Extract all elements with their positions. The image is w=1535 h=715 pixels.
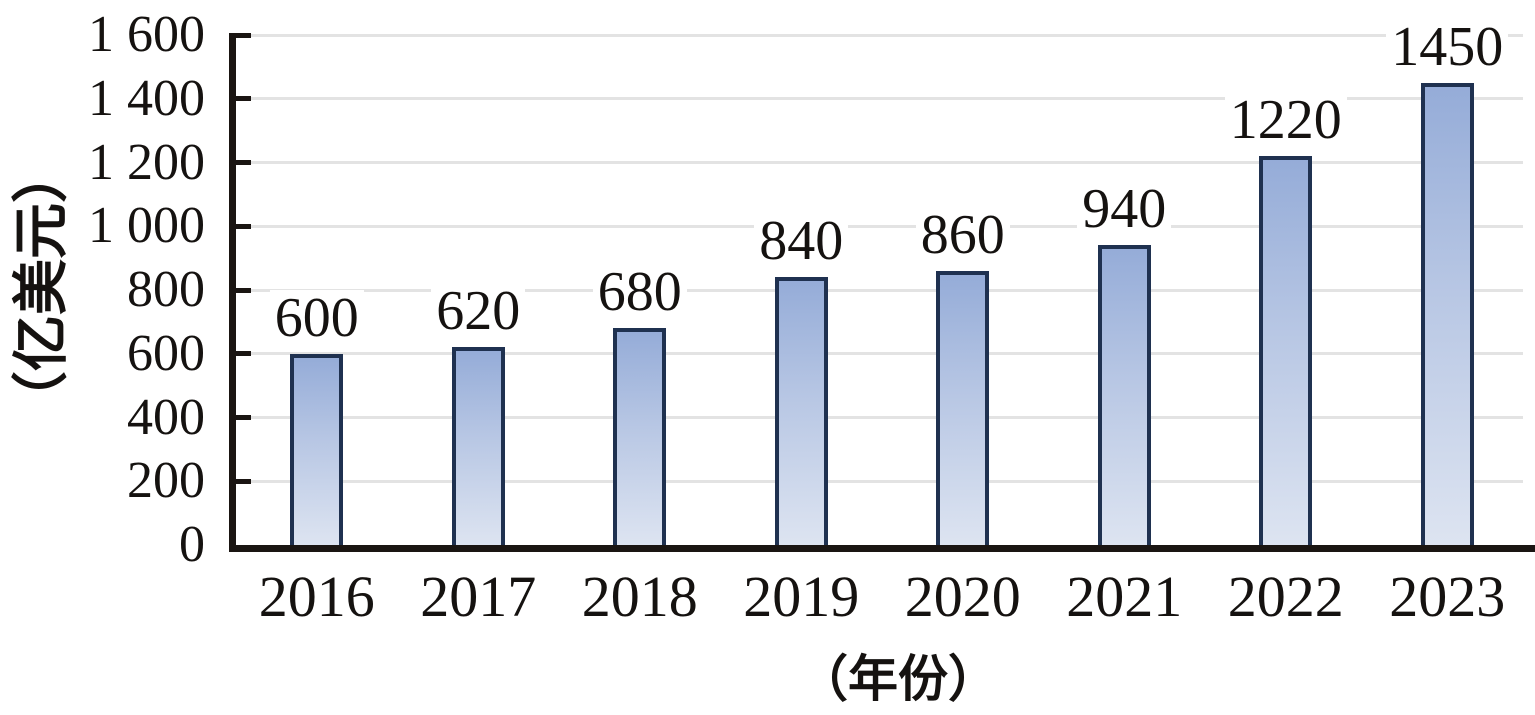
y-tick-label: 1 000 [88, 197, 205, 255]
y-tick-label: 1 200 [88, 133, 205, 191]
bar [290, 353, 344, 545]
y-tick-label: 600 [127, 324, 205, 382]
x-tick-label: 2020 [904, 564, 1021, 629]
y-axis-tick [236, 160, 251, 165]
bar [1259, 156, 1313, 545]
x-tick-label: 2019 [743, 564, 860, 629]
gridline [250, 416, 1523, 419]
bar [1420, 82, 1474, 545]
y-tick-label: 400 [127, 388, 205, 446]
gridline [250, 352, 1523, 356]
y-tick-label: 200 [127, 452, 205, 510]
x-tick-label: 2023 [1389, 564, 1506, 629]
y-tick-label: 0 [179, 516, 205, 573]
bar [936, 270, 990, 545]
x-axis-title: （年份） [798, 651, 998, 707]
bar [1097, 245, 1151, 545]
y-axis-line [229, 33, 236, 552]
x-tick-label: 2021 [1066, 564, 1183, 629]
y-tick-label: 1 600 [88, 6, 205, 63]
bar-value-label: 940 [1077, 181, 1172, 238]
x-tick-label: 2016 [258, 564, 375, 629]
gridline [250, 224, 1523, 228]
y-axis-tick [236, 351, 251, 357]
y-axis-tick [236, 96, 251, 102]
y-axis-tick [236, 478, 251, 484]
bar-value-label: 620 [431, 283, 526, 340]
bar [613, 328, 667, 545]
x-tick-label: 2017 [420, 564, 537, 629]
y-axis-tick-labels: 0 200 400 600 800 1 000 1 200 1 400 1 600 [0, 0, 205, 715]
bar-value-label: 680 [592, 264, 687, 321]
y-axis-tick [236, 415, 251, 420]
x-tick-label: 2022 [1227, 564, 1344, 629]
y-axis-tick [236, 287, 251, 293]
gridline [250, 33, 1523, 37]
x-tick-label: 2018 [581, 564, 698, 629]
bar-value-label: 600 [269, 289, 364, 346]
bar-value-label: 1220 [1224, 92, 1347, 149]
gridline [250, 97, 1523, 101]
bar-value-label: 840 [754, 213, 849, 270]
y-axis-tick [236, 32, 251, 38]
gridline [250, 479, 1523, 483]
x-axis-tick-labels: 2016 2017 2018 2019 2020 2021 2022 2023 [0, 566, 1535, 628]
gridline [250, 161, 1523, 164]
y-tick-label: 800 [127, 261, 205, 318]
x-axis-line [229, 545, 1535, 552]
bar-value-label: 1450 [1386, 18, 1509, 75]
plot-area: 600 620 680 840 860 940 1220 1450 [236, 18, 1528, 545]
y-axis-tick [236, 223, 251, 229]
bar-value-label: 860 [915, 206, 1010, 263]
gridline [250, 288, 1523, 292]
y-tick-label: 1 400 [88, 69, 205, 127]
bar [774, 277, 828, 545]
bar [451, 347, 505, 545]
